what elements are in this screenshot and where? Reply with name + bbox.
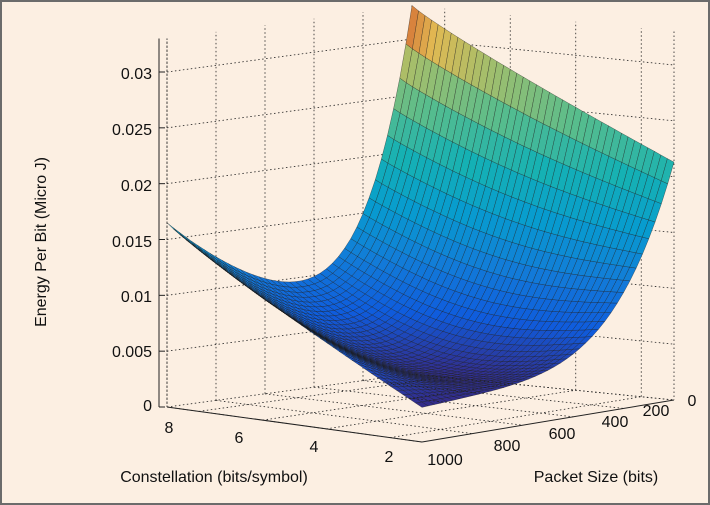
constellation-tick-labels: 8 6 4 2: [165, 420, 394, 466]
back-grid-line: [166, 317, 413, 352]
constellation-tick-label: 6: [235, 430, 244, 447]
z-axis-title: Energy Per Bit (Micro J): [33, 157, 50, 327]
back-grid-line: [166, 150, 413, 185]
z-tick-labels: 0 0.005 0.01 0.015 0.02 0.025 0.03: [112, 66, 152, 415]
energy-surface: [166, 5, 675, 408]
packet-tick-label: 800: [494, 438, 521, 455]
back-grid-line: [166, 38, 413, 73]
floor-grid-line: [313, 386, 574, 418]
packet-tick-label: 1000: [427, 452, 463, 469]
constellation-tick-label: 2: [385, 449, 394, 466]
packet-tick-label: 600: [549, 426, 576, 443]
constellation-axis-line: [166, 406, 423, 443]
back-grid-line: [166, 206, 413, 240]
packet-tick-label: 0: [688, 393, 697, 410]
constellation-tick-label: 4: [310, 439, 319, 456]
floor-grid-line: [264, 393, 523, 426]
z-tick-label: 0.03: [121, 66, 152, 83]
floor-grid-line: [215, 400, 473, 434]
floor-grid-line: [198, 376, 445, 412]
floor-grid-line: [262, 383, 511, 421]
packet-tick-labels: 1000 800 600 400 200 0: [427, 393, 696, 469]
back-grid-line: [166, 94, 413, 129]
z-tick-label: 0.02: [121, 178, 152, 195]
axis-lines: [158, 38, 675, 443]
z-tick-label: 0.005: [112, 344, 152, 361]
constellation-axis-title: Constellation (bits/symbol): [120, 469, 308, 486]
z-tick-label: 0: [143, 398, 152, 415]
z-tick-label: 0.01: [121, 289, 152, 306]
packet-tick-label: 400: [602, 414, 629, 431]
floor-grid-line: [390, 396, 642, 439]
surface-patch: [660, 158, 675, 185]
z-tick-label: 0.025: [112, 122, 152, 139]
packet-axis-title: Packet Size (bits): [534, 469, 658, 486]
back-grid-line: [166, 261, 413, 296]
packet-axis-line: [421, 399, 675, 443]
constellation-tick-label: 8: [165, 420, 174, 437]
packet-tick-label: 200: [643, 403, 670, 420]
back-grid-line: [166, 373, 413, 408]
z-tick-label: 0.015: [112, 234, 152, 251]
